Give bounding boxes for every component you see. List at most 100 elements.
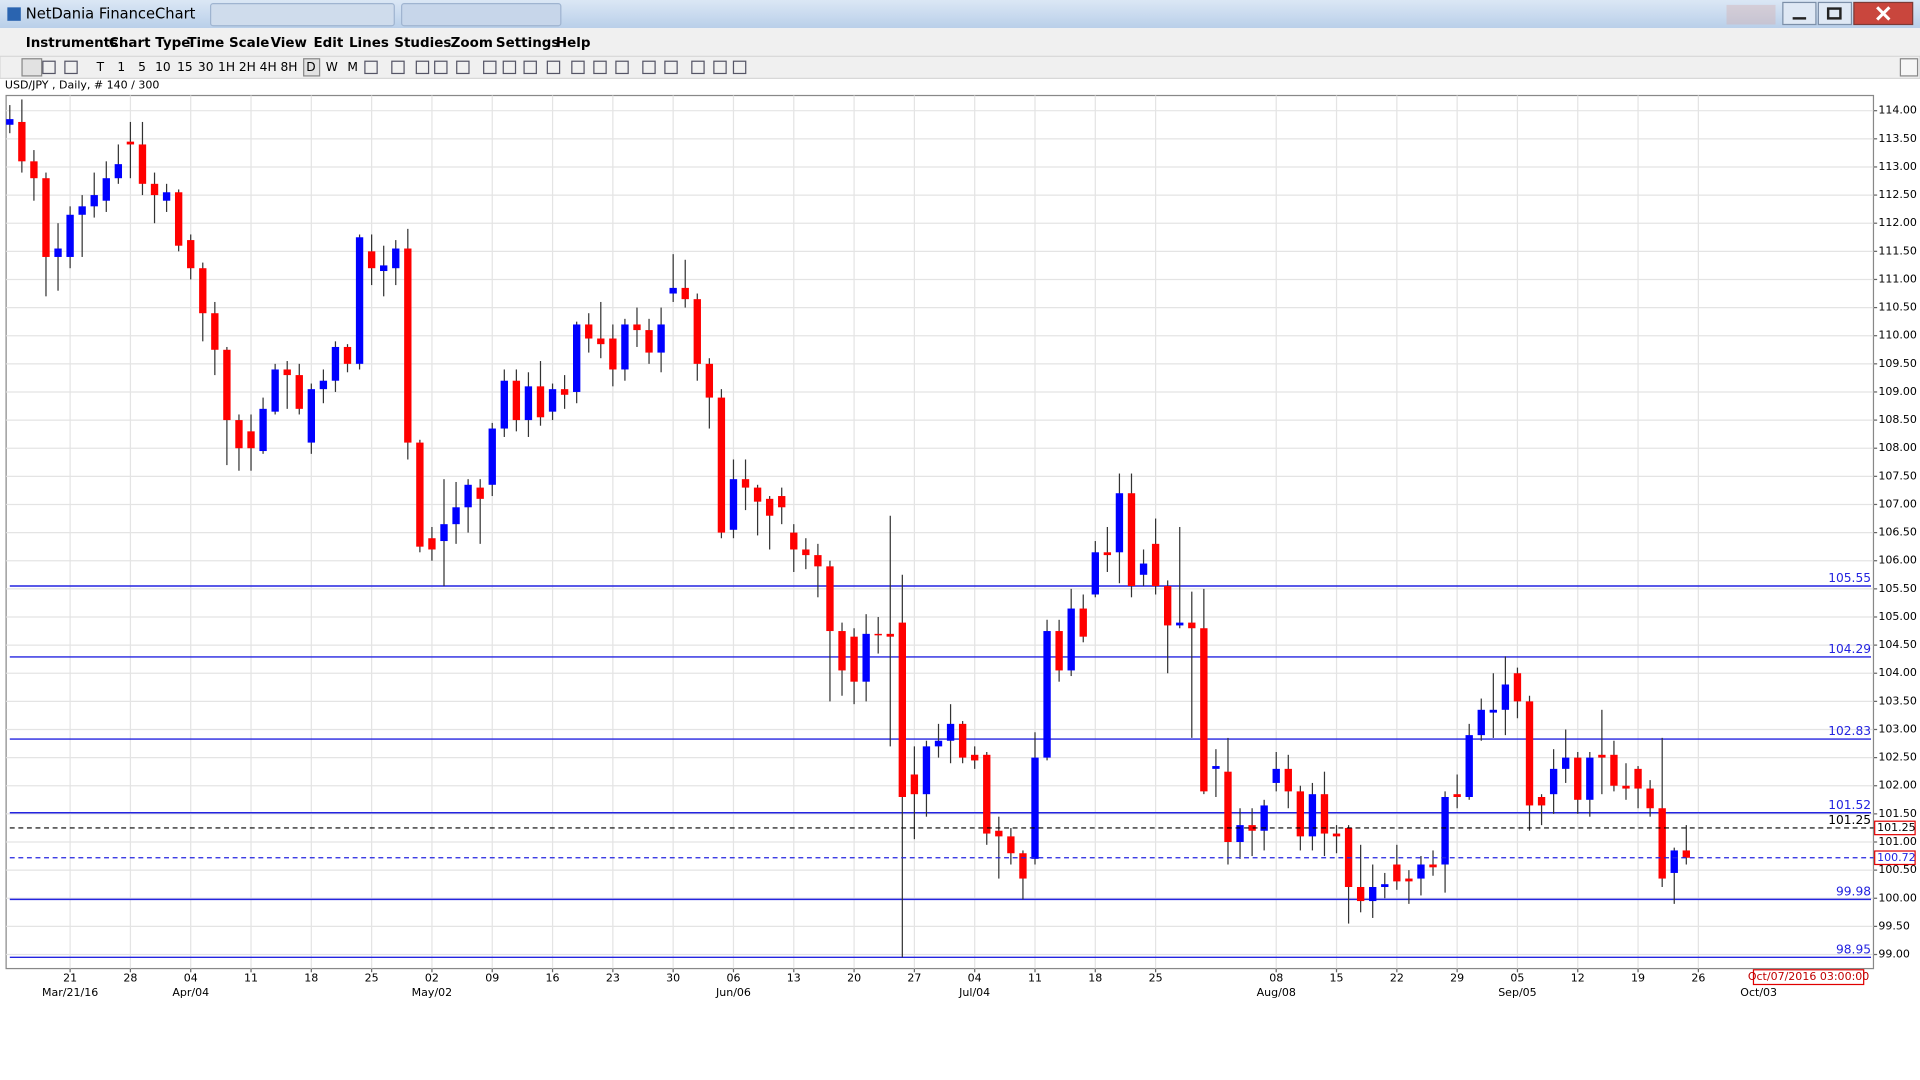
toolbar-item[interactable]: M [347,60,358,74]
toolbar-item[interactable]: T [96,60,105,74]
candle-body [488,428,496,485]
x-tick-label: 18 [304,971,318,984]
x-tick-label: 11 [244,971,258,984]
toolbar-icons [42,60,747,75]
menu-item[interactable]: Studies [394,36,451,51]
toolbar-item[interactable]: 30 [198,60,214,74]
toolbar-item[interactable]: 8H [280,60,297,74]
tool-icon[interactable] [456,60,470,75]
candle-body [1200,628,1208,792]
tool-icon[interactable] [415,60,430,75]
tool-icon[interactable] [732,60,747,75]
tool-icon[interactable] [615,60,629,75]
level-label: 104.29 [1828,642,1871,656]
tool-icon[interactable] [713,60,727,75]
blur [1726,4,1776,25]
tool-button[interactable] [1899,58,1919,77]
menu-item[interactable]: Time Scale [187,36,269,51]
candle-body [958,723,967,758]
y-tick-label: 105.00 [1878,610,1917,623]
candle-body [1151,543,1160,587]
menu-item[interactable]: Chart Type [109,36,190,51]
tool-icon[interactable] [691,60,705,75]
tab[interactable] [401,3,562,27]
menu-item[interactable]: Lines [349,36,389,51]
tool-icon[interactable] [483,60,497,75]
tool-icon[interactable] [593,60,607,75]
tool-icon[interactable] [571,60,585,75]
toolbar-item[interactable]: 5 [138,60,146,74]
tool-icon[interactable] [664,60,678,75]
tool-icon[interactable] [42,60,56,75]
menu-item[interactable]: Edit [313,36,343,51]
tool-icon[interactable] [64,60,78,75]
icon [1826,7,1842,20]
minimize-button[interactable] [1782,1,1817,26]
y-tick-label: 112.00 [1878,216,1917,229]
app-icon [7,7,21,21]
candle-body [1525,701,1534,806]
candle-body [1610,754,1618,786]
x-tick-label: 18 [1088,971,1102,984]
toolbar-item[interactable]: D [306,60,315,74]
candle-body [886,633,894,637]
tab[interactable] [210,3,395,27]
candle-body [633,324,641,331]
menu-item[interactable]: View [271,36,307,51]
candle-body [1007,836,1015,854]
candle-body [18,121,26,162]
toolbar-item[interactable]: 10 [155,60,171,74]
tool-icon[interactable] [434,60,448,75]
candle-body [319,380,328,390]
tool-icon[interactable] [642,60,656,75]
x-tick-label: 11 [1028,971,1042,984]
chart-header: USD/JPY , Daily, # 140 / 300 [5,79,160,92]
tool-icon[interactable] [502,60,517,75]
x-major-label: Jul/04 [958,986,990,999]
menu-item[interactable]: Instruments [26,36,118,51]
toolbar-item[interactable]: 1 [117,60,125,74]
tool-button[interactable] [303,58,321,77]
toolbar-item[interactable]: 2H [239,60,256,74]
tool-icon[interactable] [546,60,561,75]
toolbar-item[interactable]: 1H [218,60,235,74]
candle-body [621,324,629,370]
toolbar-item[interactable]: 4H [260,60,277,74]
candle-body [573,324,581,392]
menu-item[interactable]: Help [556,36,591,51]
toolbar-item[interactable]: 15 [177,60,193,74]
maximize-button[interactable] [1817,1,1853,26]
level-label: 102.83 [1828,724,1871,738]
candle-body [910,774,919,795]
candle-body [1501,684,1510,710]
x-tick-label: 13 [787,971,801,984]
menu-item[interactable]: Settings [496,36,560,51]
tool-icon[interactable] [523,60,537,75]
level-label: 105.55 [1828,571,1871,585]
candle-body [1453,794,1461,797]
price-box [1874,850,1916,866]
menu-item[interactable]: Zoom [451,36,493,51]
candle-body [114,164,123,179]
candle-body [380,265,388,272]
tool-icon[interactable] [364,60,378,75]
y-tick-label: 104.50 [1878,638,1917,651]
candle-body [597,338,605,345]
candle-body [1549,768,1558,795]
candle-body [1164,586,1172,626]
candle-body [162,192,171,201]
candle-body [1055,631,1063,671]
toolbar [0,55,1920,79]
level-label: 99.98 [1836,885,1871,899]
candle-body [1537,796,1546,806]
toolbar-item[interactable]: W [326,60,338,74]
candle-body [259,408,267,452]
x-major-label: Aug/08 [1257,986,1296,999]
candle-body [500,380,508,429]
tool-button[interactable] [21,58,43,77]
candle-body [90,195,98,207]
candle-body [971,754,979,761]
candle-body [1296,791,1305,837]
tool-icon[interactable] [391,60,405,75]
candle-body [464,484,472,508]
